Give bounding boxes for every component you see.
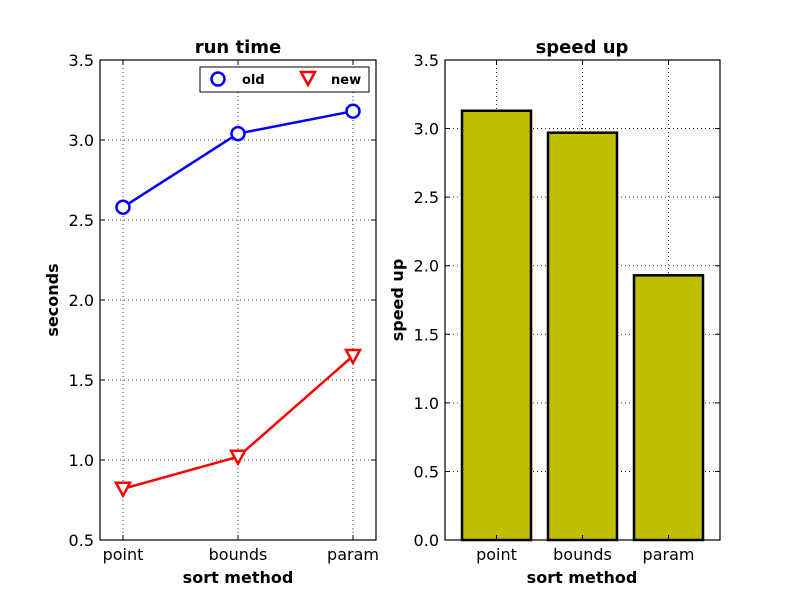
speed-up-y-tick-label: 0.5: [414, 462, 439, 481]
run-time-title: run time: [195, 37, 282, 58]
speed-up-y-tick-label: 3.5: [414, 51, 439, 70]
run-time-legend: old new: [199, 66, 370, 93]
speed-up-y-tick-label: 0.0: [414, 531, 439, 550]
legend-old-label: old: [242, 73, 265, 88]
run-time-chart: run time 0.5 1.0 1.5 2.0 2.5 3.0 3.5 point boun…: [43, 37, 379, 587]
legend-box: [199, 66, 370, 93]
run-time-y-tick-label: 2.5: [69, 211, 94, 230]
bar-param: [632, 274, 705, 542]
bar-point: [460, 109, 533, 542]
point-new: [228, 449, 248, 467]
run-time-y-tick-label: 1.5: [69, 371, 94, 390]
legend-new-label: new: [331, 73, 361, 88]
run-time-y-tick-label: 3.5: [69, 51, 94, 70]
run-time-markers: [113, 103, 363, 499]
speed-up-y-tick-label: 1.0: [414, 394, 439, 413]
speed-up-x-label: sort method: [527, 568, 638, 587]
speed-up-y-ticks: 0.0 0.5 1.0 1.5 2.0 2.5 3.0 3.5: [414, 51, 720, 550]
run-time-y-tick-label: 1.0: [69, 451, 94, 470]
speed-up-x-ticks: point bounds param: [476, 60, 694, 564]
point-old: [115, 199, 131, 215]
speed-up-y-tick-label: 2.5: [414, 188, 439, 207]
run-time-y-tick-label: 0.5: [69, 531, 94, 550]
point-old: [230, 125, 246, 142]
speed-up-x-tick-label: bounds: [553, 545, 612, 564]
speed-up-bars: [460, 109, 705, 542]
speed-up-y-tick-label: 3.0: [414, 120, 439, 139]
speed-up-chart: speed up 0.0 0.5 1.0 1.5 2.0 2.5 3.0 3.5 point b…: [388, 37, 721, 587]
run-time-y-tick-label: 3.0: [69, 131, 94, 150]
speed-up-x-tick-label: param: [643, 545, 695, 564]
run-time-x-tick-label: bounds: [209, 545, 268, 564]
run-time-y-label: seconds: [43, 263, 62, 336]
speed-up-y-tick-label: 2.0: [414, 257, 439, 276]
speed-up-y-tick-label: 1.5: [414, 325, 439, 344]
run-time-y-tick-label: 2.0: [69, 291, 94, 310]
speed-up-title: speed up: [536, 37, 629, 58]
point-old: [345, 103, 361, 119]
point-new: [113, 481, 133, 499]
run-time-x-label: sort method: [183, 568, 294, 587]
speed-up-x-tick-label: point: [476, 545, 517, 564]
bar-bounds: [546, 131, 619, 542]
run-time-x-tick-label: point: [103, 545, 144, 564]
speed-up-y-label: speed up: [388, 259, 407, 342]
run-time-x-ticks: point bounds param: [103, 60, 379, 564]
legend-old-marker: [210, 71, 226, 87]
run-time-x-tick-label: param: [327, 545, 379, 564]
legend-new-marker: [298, 70, 318, 88]
point-new: [343, 348, 363, 366]
run-time-y-ticks: 0.5 1.0 1.5 2.0 2.5 3.0 3.5: [69, 51, 376, 550]
